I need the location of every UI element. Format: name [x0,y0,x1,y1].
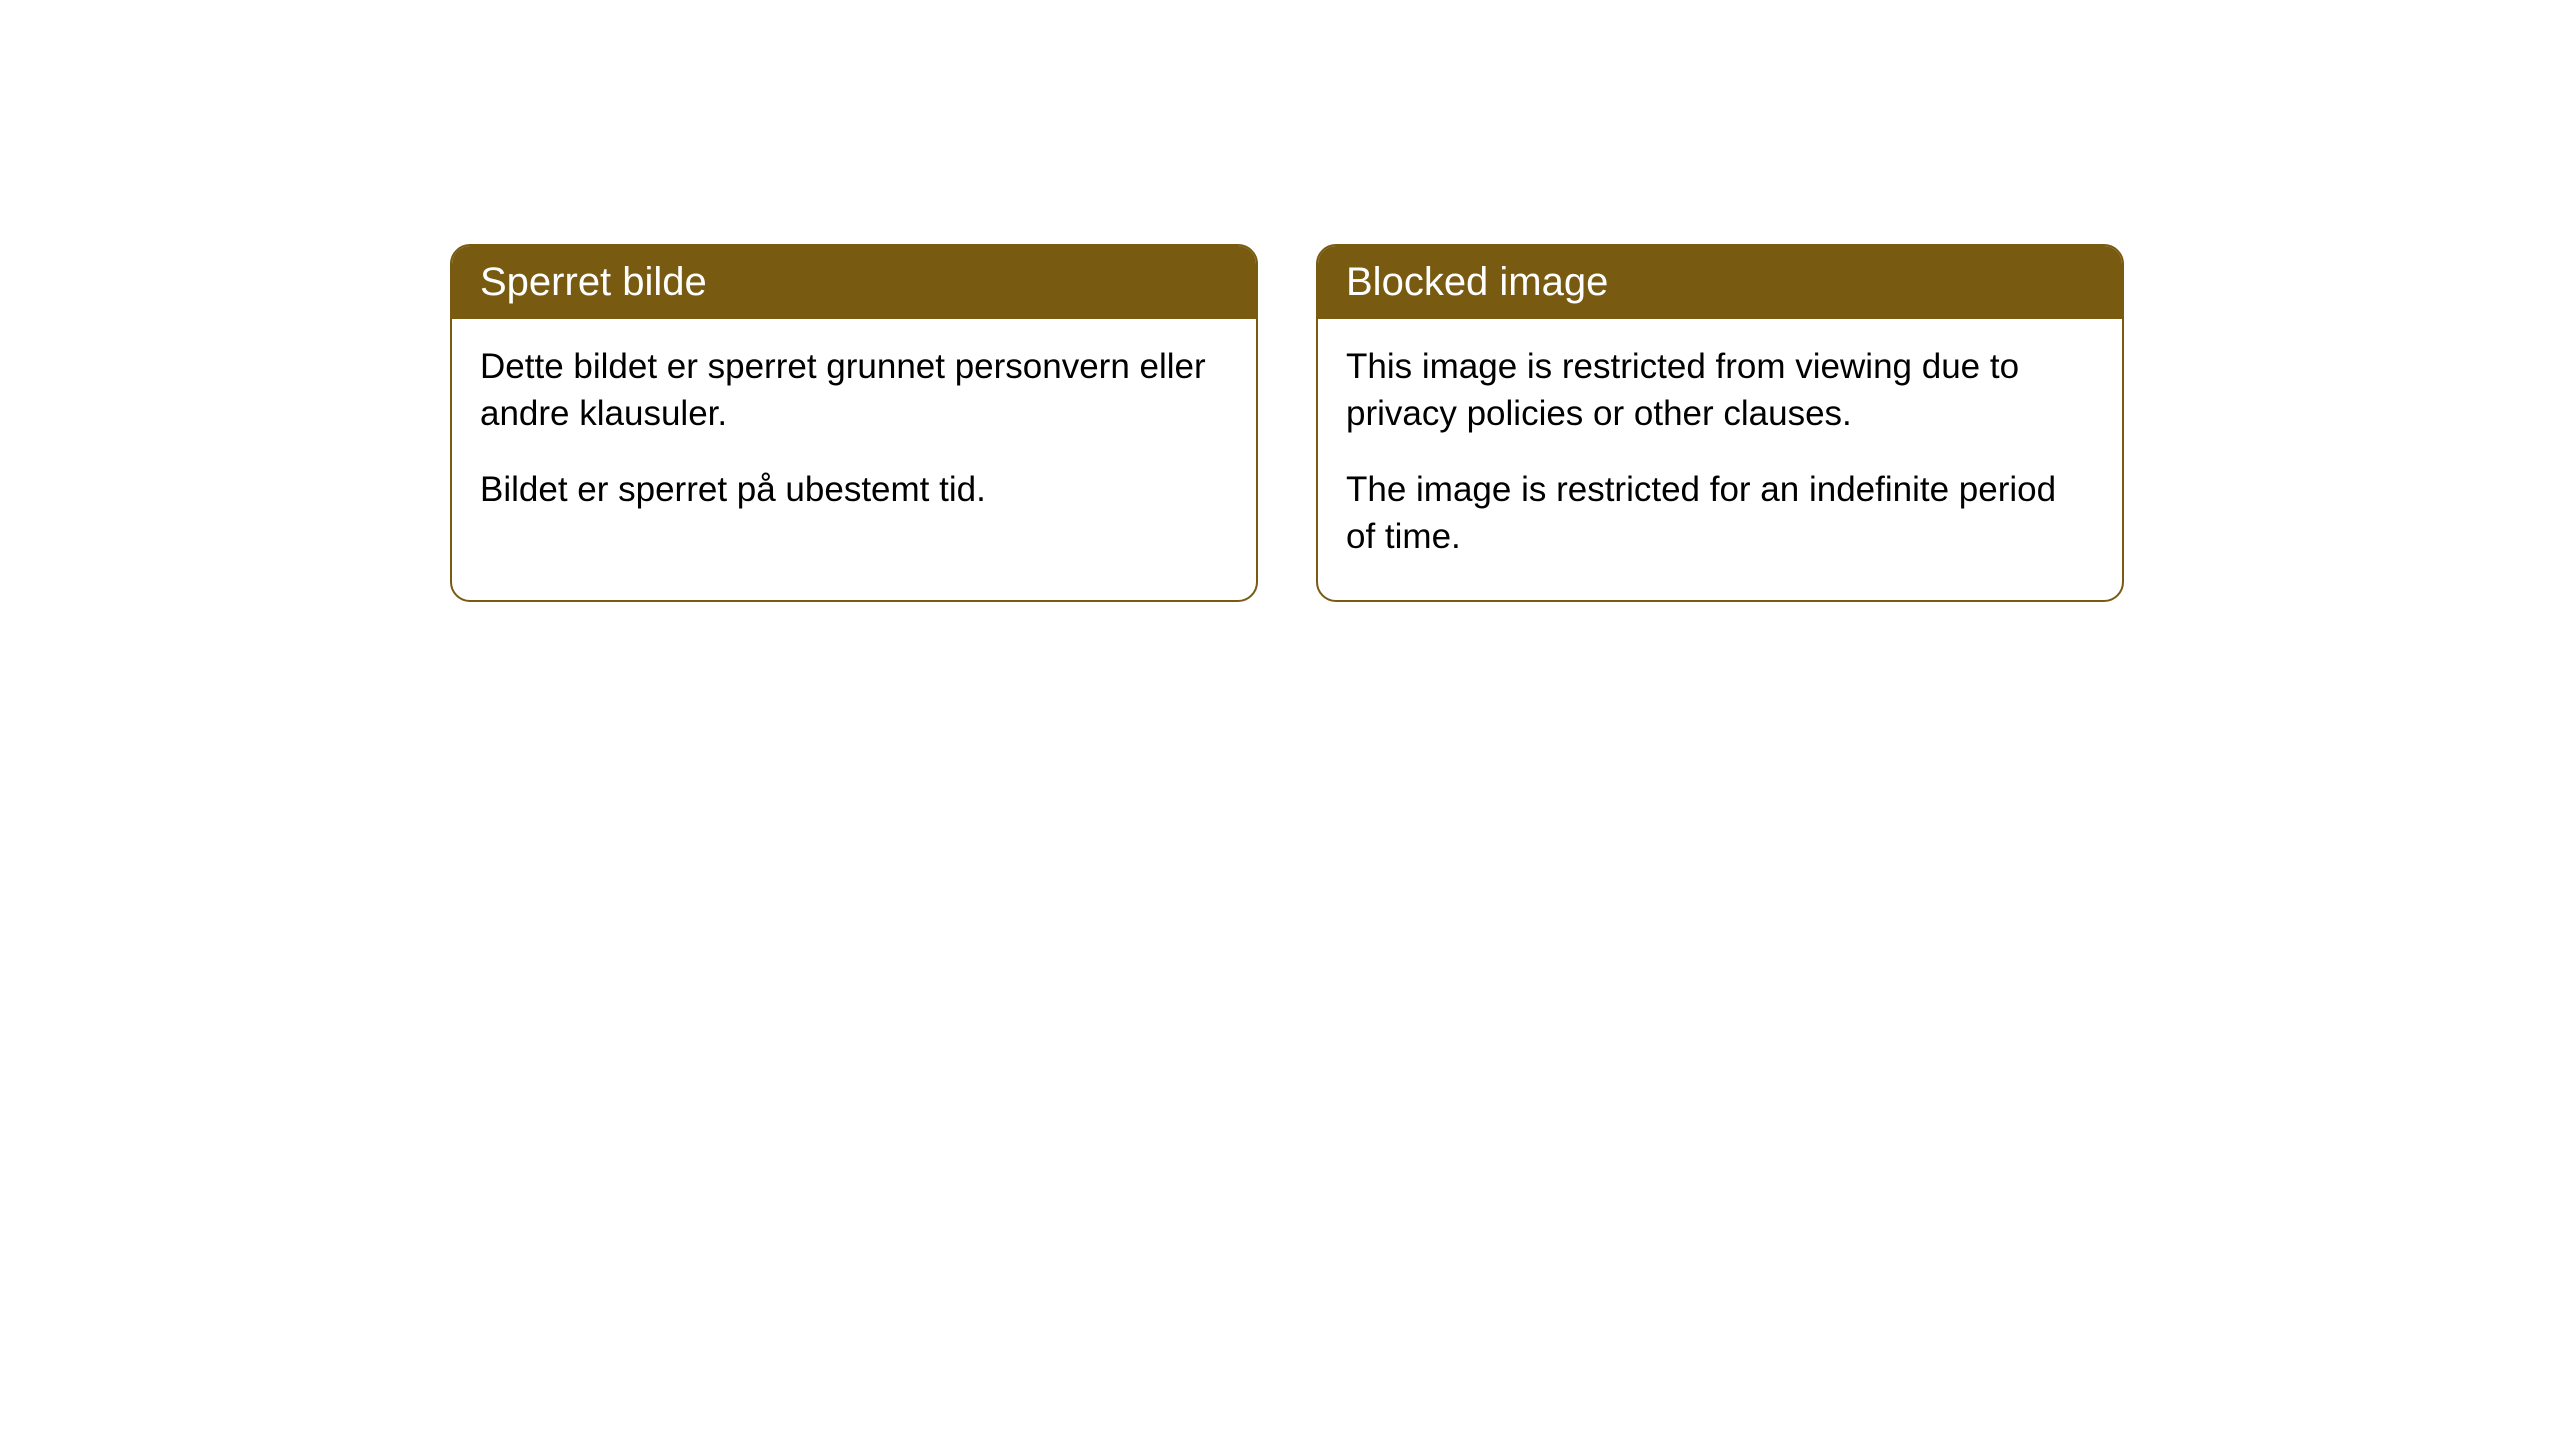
card-paragraph: This image is restricted from viewing du… [1346,343,2094,438]
card-paragraph: Bildet er sperret på ubestemt tid. [480,466,1228,513]
card-body: Dette bildet er sperret grunnet personve… [452,319,1256,553]
card-title: Sperret bilde [480,260,707,304]
notice-cards-container: Sperret bilde Dette bildet er sperret gr… [450,244,2124,602]
card-header: Sperret bilde [452,246,1256,319]
notice-card-norwegian: Sperret bilde Dette bildet er sperret gr… [450,244,1258,602]
card-header: Blocked image [1318,246,2122,319]
notice-card-english: Blocked image This image is restricted f… [1316,244,2124,602]
card-title: Blocked image [1346,260,1608,304]
card-paragraph: The image is restricted for an indefinit… [1346,466,2094,561]
card-body: This image is restricted from viewing du… [1318,319,2122,600]
card-paragraph: Dette bildet er sperret grunnet personve… [480,343,1228,438]
